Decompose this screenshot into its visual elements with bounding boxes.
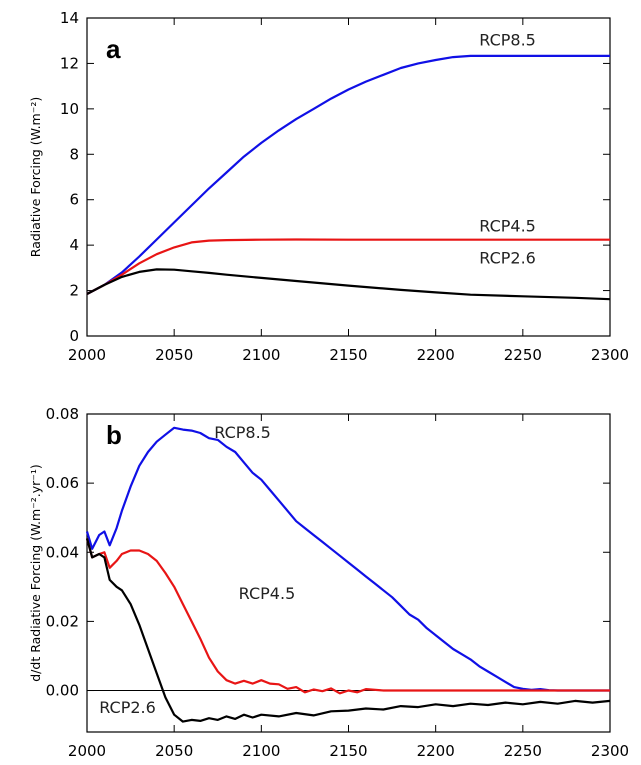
y-tick-label: 0.02 — [46, 612, 79, 630]
x-tick-label: 2050 — [155, 346, 193, 364]
series-line-rcp26 — [86, 268, 611, 301]
series-lines-b — [85, 426, 611, 723]
x-tick-label: 2250 — [504, 742, 542, 760]
series-line-rcp45 — [86, 238, 610, 295]
panel-letter-b: b — [106, 420, 122, 450]
axis-ticks-a: 2000 2050 2100 2150 2200 2250 2300 0 2 4 6 8 10 12 14 — [60, 9, 629, 364]
series-label-rcp45: RCP4.5 — [479, 217, 536, 236]
x-tick-label: 2300 — [591, 346, 629, 364]
series-label-rcp85: RCP8.5 — [479, 30, 536, 49]
y-tick-label: 0.06 — [46, 474, 79, 492]
series-line-rcp85 — [85, 426, 610, 692]
x-tick-label: 2250 — [504, 346, 542, 364]
series-labels-a: RCP8.5 RCP4.5 RCP2.6 — [479, 30, 536, 267]
y-tick-label: 2 — [69, 282, 79, 300]
panel-b: b d/dt Radiative Forcing (W.m⁻².yr⁻¹) 20… — [28, 405, 629, 760]
y-axis-title-a: Radiative Forcing (W.m⁻²) — [28, 97, 43, 257]
panel-a: a Radiative Forcing (W.m⁻²) 2000 2050 2100… — [28, 9, 629, 364]
x-tick-label: 2100 — [242, 346, 280, 364]
series-line-rcp85 — [86, 54, 610, 295]
x-tick-label: 2000 — [68, 742, 106, 760]
plot-frame-a — [86, 17, 611, 337]
x-tick-label: 2150 — [329, 346, 367, 364]
y-tick-label: 12 — [60, 54, 79, 72]
axis-ticks-b: 2000 2050 2100 2150 2200 2250 2300 0.00 0.02 0.04… — [46, 405, 630, 760]
y-tick-label: 14 — [60, 9, 79, 27]
y-tick-label: 4 — [69, 236, 79, 254]
series-label-rcp45: RCP4.5 — [239, 584, 296, 603]
x-tick-label: 2100 — [242, 742, 280, 760]
y-tick-label: 0.04 — [46, 543, 79, 561]
y-tick-label: 8 — [69, 145, 79, 163]
x-tick-label: 2200 — [417, 346, 455, 364]
x-tick-label: 2300 — [591, 742, 629, 760]
panel-letter-a: a — [106, 34, 121, 64]
series-label-rcp26: RCP2.6 — [99, 698, 156, 717]
series-label-rcp85: RCP8.5 — [214, 423, 271, 442]
x-tick-label: 2050 — [155, 742, 193, 760]
y-tick-label: 0.00 — [46, 682, 79, 700]
y-tick-label: 0 — [69, 327, 79, 345]
x-tick-label: 2200 — [417, 742, 455, 760]
x-tick-label: 2150 — [329, 742, 367, 760]
y-axis-title-b: d/dt Radiative Forcing (W.m⁻².yr⁻¹) — [28, 464, 43, 682]
series-labels-b: RCP8.5 RCP4.5 RCP2.6 — [99, 423, 295, 717]
y-tick-label: 10 — [60, 100, 79, 118]
series-lines-a — [86, 54, 611, 301]
x-tick-label: 2000 — [68, 346, 106, 364]
y-tick-label: 0.08 — [46, 405, 79, 423]
y-tick-label: 6 — [69, 191, 79, 209]
series-line-rcp26 — [85, 538, 611, 723]
series-label-rcp26: RCP2.6 — [479, 248, 536, 267]
series-line-rcp45 — [85, 538, 610, 695]
